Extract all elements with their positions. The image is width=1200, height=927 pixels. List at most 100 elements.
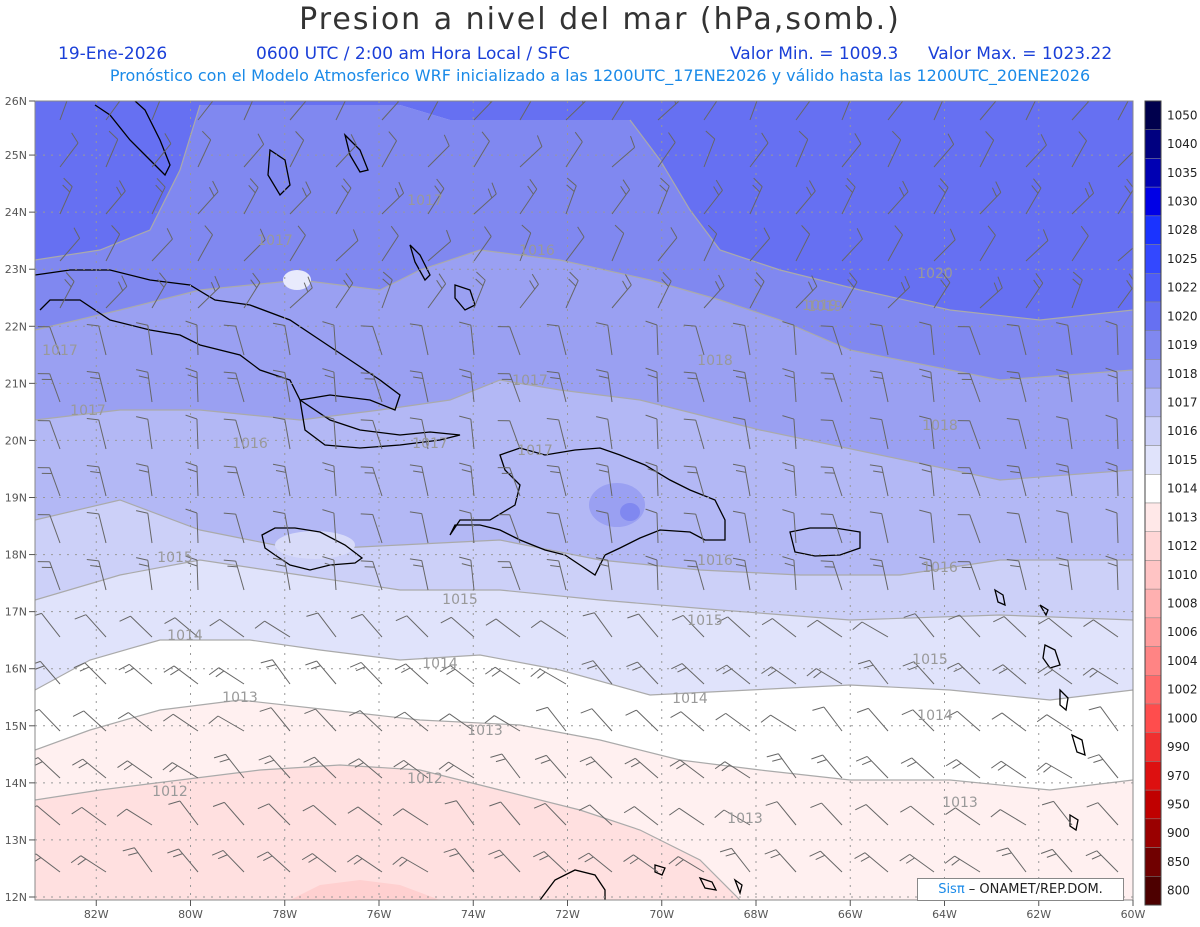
wind-barb — [578, 804, 613, 826]
wind-barb — [855, 755, 889, 779]
wind-barb — [197, 101, 214, 121]
wind-barb — [703, 224, 718, 262]
wind-barb — [795, 225, 811, 262]
wind-barb — [627, 613, 659, 638]
wind-barb — [349, 710, 383, 732]
wind-barb — [957, 561, 981, 591]
colorbar-swatch — [1144, 330, 1162, 360]
colorbar-label: 1002 — [1167, 683, 1198, 697]
wind-barb — [782, 462, 797, 497]
wind-barb — [473, 226, 492, 262]
wind-barb — [289, 225, 306, 262]
wind-barb — [715, 712, 751, 732]
wind-barb — [1006, 511, 1027, 544]
wind-barb — [260, 659, 291, 685]
colorbar-label: 1016 — [1167, 424, 1198, 438]
wind-barb — [392, 808, 429, 826]
isobar-label: 1019 — [807, 299, 843, 315]
wind-barb — [301, 853, 337, 873]
lon-label: 76W — [367, 908, 392, 921]
wind-barb — [360, 372, 383, 403]
isobar-label: 1017 — [42, 343, 78, 359]
wind-barb — [116, 808, 153, 826]
model-info: Pronóstico con el Modelo Atmosferico WRF… — [109, 66, 1091, 85]
wind-barb — [86, 323, 107, 356]
wind-barb — [519, 179, 538, 215]
wind-barb — [1105, 508, 1119, 544]
lon-label: 70W — [649, 908, 674, 921]
lat-label: 23N — [5, 263, 27, 276]
wind-barb — [1025, 273, 1044, 309]
coastline-florida — [94, 101, 171, 177]
band-1016 — [35, 500, 1133, 620]
band-1011 — [290, 880, 440, 900]
wind-barb — [703, 179, 723, 215]
colorbar-label: 1019 — [1167, 338, 1198, 352]
wind-barb — [732, 463, 751, 497]
wind-barb — [163, 665, 199, 685]
wind-barb — [381, 225, 399, 262]
wind-barb — [530, 620, 567, 638]
coastline-cuba-east — [299, 398, 461, 449]
colorbar-label: 1010 — [1167, 568, 1198, 582]
wind-barb — [223, 559, 245, 591]
wind-barb — [623, 854, 659, 873]
wind-barb — [979, 101, 997, 121]
wind-barb — [459, 368, 475, 403]
wind-barb — [611, 274, 632, 309]
wind-barb — [948, 614, 981, 638]
wind-barb — [546, 511, 567, 544]
wind-barb — [899, 853, 935, 873]
wind-barb — [59, 272, 75, 309]
wind-barb — [669, 759, 705, 779]
lat-label: 17N — [5, 606, 27, 619]
isobar-label: 1014 — [917, 708, 953, 724]
wind-barb — [764, 849, 797, 873]
coastline-south-america — [539, 869, 606, 900]
wind-barb — [669, 807, 705, 826]
wind-barb — [381, 131, 397, 168]
wind-barb — [749, 132, 769, 168]
wind-barb — [349, 661, 383, 685]
lat-label: 24N — [5, 206, 27, 219]
wind-barb — [322, 368, 337, 403]
lat-label: 13N — [5, 834, 27, 847]
wind-barb — [168, 800, 199, 826]
lon-label: 66W — [838, 908, 863, 921]
wind-barb — [519, 273, 539, 309]
wind-barb — [1083, 619, 1119, 638]
wind-barb — [535, 706, 567, 732]
colorbar-label: 950 — [1167, 798, 1190, 812]
wind-barb — [887, 275, 911, 309]
colorbar-label: 1020 — [1167, 309, 1198, 323]
wind-barb — [35, 612, 61, 638]
wind-barb — [289, 131, 305, 168]
lat-label: 20N — [5, 434, 27, 447]
wind-barb — [900, 805, 935, 826]
wind-barb — [1056, 557, 1073, 591]
isobar-label: 1017 — [257, 233, 293, 249]
wind-barb — [392, 856, 429, 873]
wind-barb — [546, 464, 567, 497]
wind-barb — [74, 614, 107, 638]
wind-barb — [86, 511, 107, 544]
pressure-pocket — [801, 530, 849, 550]
colorbar-label: 1000 — [1167, 711, 1198, 725]
lon-label: 82W — [84, 908, 109, 921]
wind-barb — [657, 132, 676, 168]
wind-barb — [305, 660, 337, 685]
wind-barb — [440, 616, 475, 638]
colorbar-label: 970 — [1167, 769, 1190, 783]
wind-barb — [992, 664, 1027, 685]
wind-barb — [1086, 802, 1119, 826]
wind-barb — [439, 713, 475, 732]
band-1018 — [35, 250, 1133, 480]
wind-barb — [957, 373, 981, 403]
wind-barb — [256, 851, 291, 873]
wind-barb — [105, 101, 121, 121]
wind-barb — [812, 706, 843, 732]
isobar-line — [35, 639, 1133, 701]
wind-barb — [596, 416, 613, 450]
wind-barb — [35, 757, 61, 779]
wind-barb — [122, 847, 153, 873]
